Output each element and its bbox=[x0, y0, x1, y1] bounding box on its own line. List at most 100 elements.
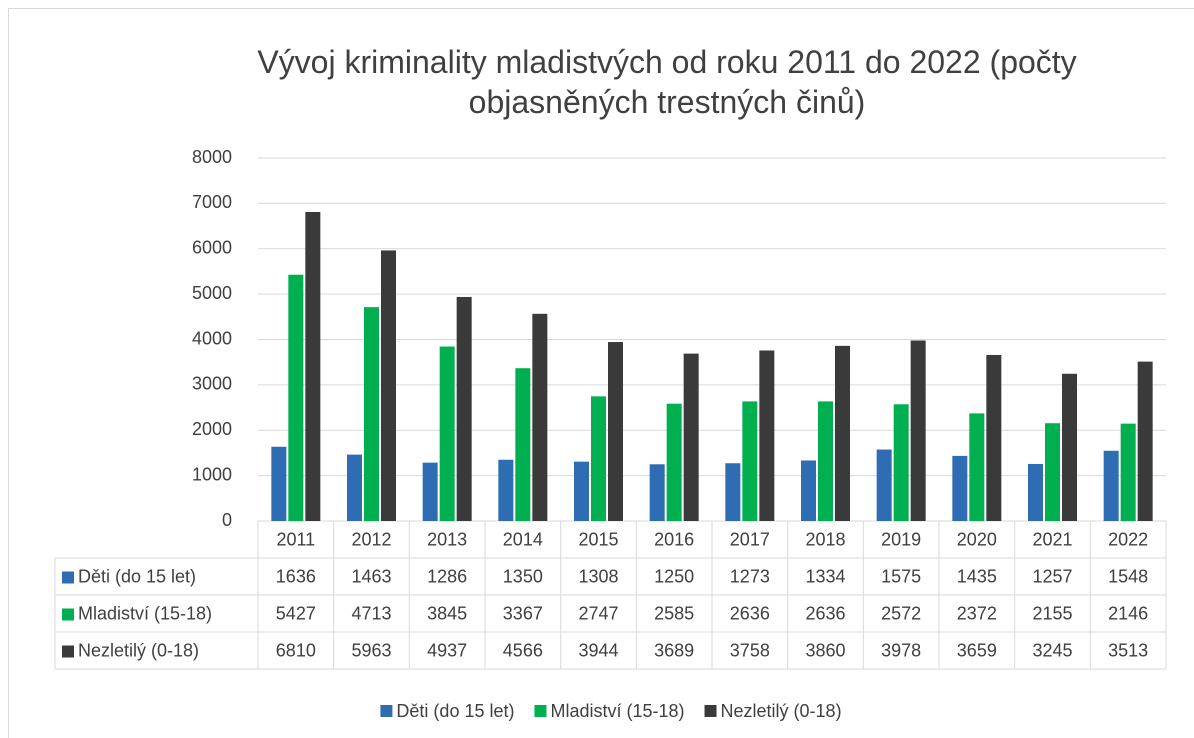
legend-label: Nezletilý (0-18) bbox=[721, 701, 842, 721]
bar bbox=[759, 350, 775, 521]
table-value: 1250 bbox=[654, 566, 694, 586]
table-value: 3944 bbox=[578, 640, 618, 660]
bar bbox=[608, 342, 623, 521]
bar bbox=[952, 455, 968, 521]
bar bbox=[818, 401, 833, 521]
y-tick-label: 3000 bbox=[192, 374, 232, 394]
bar bbox=[876, 449, 892, 521]
bar bbox=[591, 396, 606, 521]
x-tick-label: 2016 bbox=[654, 529, 694, 549]
bar bbox=[666, 403, 682, 521]
table-value: 3245 bbox=[1032, 640, 1072, 660]
x-tick-label: 2017 bbox=[730, 529, 770, 549]
table-value: 2636 bbox=[805, 603, 845, 623]
bar bbox=[969, 413, 985, 521]
table-value: 3659 bbox=[957, 640, 997, 660]
bar bbox=[910, 340, 926, 521]
bar bbox=[347, 454, 362, 521]
table-value: 2146 bbox=[1108, 603, 1148, 623]
bar bbox=[271, 446, 287, 521]
x-tick-label: 2011 bbox=[276, 529, 315, 549]
bar bbox=[381, 250, 396, 521]
table-value: 3845 bbox=[427, 603, 467, 623]
table-value: 3513 bbox=[1108, 640, 1148, 660]
bar bbox=[456, 296, 472, 521]
table-value: 1257 bbox=[1032, 566, 1072, 586]
legend-label: Děti (do 15 let) bbox=[396, 701, 514, 721]
x-tick-label: 2019 bbox=[881, 529, 921, 549]
bar bbox=[574, 461, 589, 521]
table-legend-key bbox=[62, 608, 74, 621]
x-tick-label: 2018 bbox=[805, 529, 845, 549]
chart-border bbox=[8, 8, 1194, 738]
table-series-name: Mladiství (15-18) bbox=[78, 603, 212, 623]
bar bbox=[422, 462, 438, 521]
x-tick-label: 2015 bbox=[578, 529, 618, 549]
table-value: 1636 bbox=[276, 566, 316, 586]
table-value: 3689 bbox=[654, 640, 694, 660]
table-value: 2747 bbox=[578, 603, 618, 623]
table-value: 2585 bbox=[654, 603, 694, 623]
y-tick-label: 4000 bbox=[192, 328, 232, 348]
y-tick-label: 6000 bbox=[192, 238, 232, 258]
table-legend-key bbox=[62, 645, 74, 658]
bar bbox=[1120, 423, 1136, 521]
bar bbox=[1045, 423, 1060, 521]
table-value: 3860 bbox=[805, 640, 845, 660]
table-value: 4713 bbox=[351, 603, 391, 623]
bar bbox=[515, 368, 531, 521]
bar bbox=[835, 345, 850, 521]
bar bbox=[532, 313, 548, 521]
bar bbox=[1028, 463, 1043, 521]
table-value: 1286 bbox=[427, 566, 467, 586]
bar bbox=[1062, 373, 1077, 521]
table-value: 1334 bbox=[805, 566, 845, 586]
table-value: 5427 bbox=[276, 603, 316, 623]
y-tick-label: 0 bbox=[222, 510, 232, 530]
table-value: 6810 bbox=[276, 640, 316, 660]
table-value: 1548 bbox=[1108, 566, 1148, 586]
table-value: 3978 bbox=[881, 640, 921, 660]
y-tick-label: 2000 bbox=[192, 419, 232, 439]
y-tick-label: 5000 bbox=[192, 283, 232, 303]
table-value: 1463 bbox=[351, 566, 391, 586]
table-value: 3367 bbox=[503, 603, 543, 623]
table-value: 1575 bbox=[881, 566, 921, 586]
x-tick-label: 2014 bbox=[503, 529, 543, 549]
bar bbox=[893, 404, 909, 521]
legend-key bbox=[704, 705, 717, 717]
chart-title: Vývoj kriminality mladistvých od roku 20… bbox=[257, 44, 1077, 120]
table-value: 1273 bbox=[730, 566, 770, 586]
bar bbox=[439, 346, 455, 521]
bar bbox=[986, 354, 1002, 521]
table-value: 5963 bbox=[351, 640, 391, 660]
bar bbox=[725, 463, 741, 521]
bar bbox=[288, 274, 304, 521]
x-tick-label: 2022 bbox=[1108, 529, 1148, 549]
bar bbox=[742, 401, 758, 521]
table-value: 2636 bbox=[730, 603, 770, 623]
table-value: 1435 bbox=[957, 566, 997, 586]
legend-label: Mladiství (15-18) bbox=[550, 701, 684, 721]
table-value: 1308 bbox=[578, 566, 618, 586]
bar bbox=[1137, 361, 1153, 521]
bar bbox=[305, 211, 321, 521]
x-tick-label: 2013 bbox=[427, 529, 467, 549]
table-value: 4566 bbox=[503, 640, 543, 660]
x-tick-label: 2021 bbox=[1032, 529, 1072, 549]
table-value: 2155 bbox=[1032, 603, 1072, 623]
bar bbox=[1103, 450, 1119, 521]
bar bbox=[801, 460, 816, 521]
x-tick-label: 2012 bbox=[351, 529, 391, 549]
bar bbox=[498, 459, 514, 521]
table-value: 1350 bbox=[503, 566, 543, 586]
y-tick-label: 8000 bbox=[192, 147, 232, 167]
legend-key bbox=[534, 705, 547, 717]
y-tick-label: 7000 bbox=[192, 192, 232, 212]
table-value: 2372 bbox=[957, 603, 997, 623]
table-value: 3758 bbox=[730, 640, 770, 660]
table-series-name: Nezletilý (0-18) bbox=[78, 640, 199, 660]
bar bbox=[364, 307, 379, 521]
y-tick-label: 1000 bbox=[192, 464, 232, 484]
